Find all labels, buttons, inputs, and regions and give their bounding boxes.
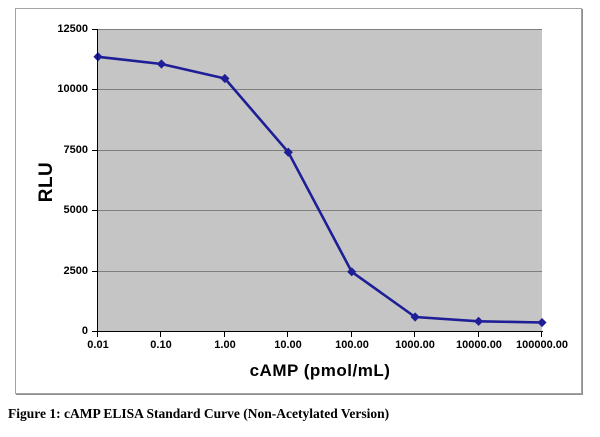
y-tick-label: 10000 [57, 83, 88, 95]
gridline [98, 89, 542, 90]
y-tick-label: 12500 [57, 23, 88, 35]
chart-container: RLU cAMP (pmol/mL) 0 2500 5000 7500 10000 125… [15, 8, 582, 394]
figure-caption: Figure 1: cAMP ELISA Standard Curve (Non… [8, 406, 390, 421]
x-tick-label: 1.00 [214, 339, 236, 351]
y-tick-label: 0 [81, 325, 88, 337]
x-tick-label: 100000.00 [516, 339, 568, 351]
x-tick-mark [160, 332, 161, 337]
x-tick-label: 100.00 [335, 339, 369, 351]
x-tick-label: 0.01 [87, 339, 109, 351]
x-tick-mark [97, 332, 98, 337]
x-tick-mark [478, 332, 479, 337]
gridline [98, 150, 542, 151]
series-line [97, 55, 543, 324]
y-tick-mark [92, 271, 97, 272]
data-point-marker [93, 52, 103, 62]
data-point-marker [410, 312, 420, 322]
x-tick-mark [541, 332, 542, 337]
x-tick-mark [224, 332, 225, 337]
standard-curve-series [93, 52, 547, 328]
y-tick-mark [92, 331, 97, 332]
y-tick-mark [92, 89, 97, 90]
x-tick-mark [414, 332, 415, 337]
y-tick-mark [92, 210, 97, 211]
x-tick-mark [287, 332, 288, 337]
y-tick-mark [92, 150, 97, 151]
y-tick-label: 7500 [63, 144, 88, 156]
y-tick-label: 2500 [63, 265, 88, 277]
data-point-marker [347, 267, 357, 277]
gridline [98, 271, 542, 272]
x-tick-label: 0.10 [150, 339, 172, 351]
y-tick-mark [92, 29, 97, 30]
x-axis-title: cAMP (pmol/mL) [249, 361, 391, 380]
data-point-marker [220, 73, 230, 84]
y-axis-title: RLU [36, 161, 57, 203]
gridline [98, 29, 542, 30]
data-point-marker [283, 147, 293, 157]
data-point-marker [473, 316, 484, 326]
y-tick-label: 5000 [63, 204, 88, 216]
x-tick-label: 10.00 [274, 339, 302, 351]
x-tick-label: 10000.00 [456, 339, 502, 351]
data-point-marker [156, 59, 167, 69]
x-axis-line [97, 331, 543, 332]
x-tick-mark [351, 332, 352, 337]
data-point-marker [537, 317, 547, 328]
x-tick-label: 1000.00 [395, 339, 435, 351]
plot-area [93, 29, 547, 331]
y-axis-line [97, 29, 98, 332]
